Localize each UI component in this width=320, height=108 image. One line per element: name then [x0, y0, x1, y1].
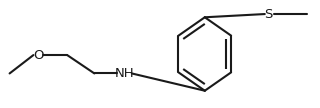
Text: O: O [33, 49, 44, 62]
Text: S: S [265, 8, 273, 21]
Text: NH: NH [115, 67, 135, 80]
